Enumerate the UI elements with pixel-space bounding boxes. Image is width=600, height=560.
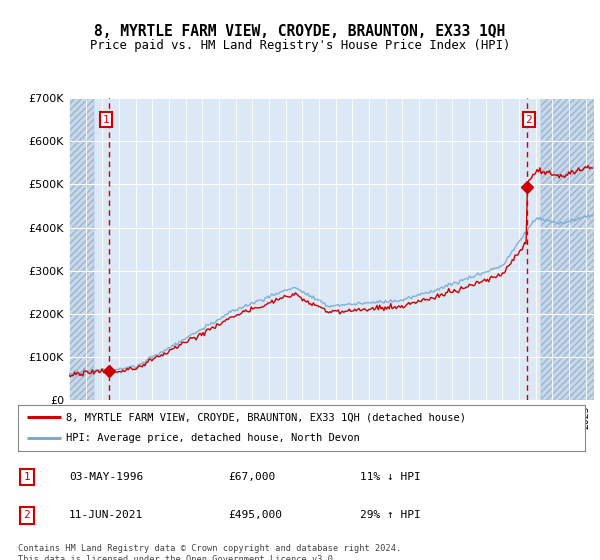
- Text: 8, MYRTLE FARM VIEW, CROYDE, BRAUNTON, EX33 1QH: 8, MYRTLE FARM VIEW, CROYDE, BRAUNTON, E…: [94, 24, 506, 39]
- Text: Contains HM Land Registry data © Crown copyright and database right 2024.
This d: Contains HM Land Registry data © Crown c…: [18, 544, 401, 560]
- Text: 11-JUN-2021: 11-JUN-2021: [69, 510, 143, 520]
- Bar: [69, 98, 94, 400]
- Text: Price paid vs. HM Land Registry's House Price Index (HPI): Price paid vs. HM Land Registry's House …: [90, 39, 510, 52]
- Text: 29% ↑ HPI: 29% ↑ HPI: [360, 510, 421, 520]
- Bar: [541, 98, 594, 400]
- Text: 1: 1: [103, 115, 109, 125]
- Text: 2: 2: [526, 115, 532, 125]
- Bar: [541, 98, 594, 400]
- Text: 11% ↓ HPI: 11% ↓ HPI: [360, 472, 421, 482]
- Text: HPI: Average price, detached house, North Devon: HPI: Average price, detached house, Nort…: [66, 433, 360, 444]
- Text: 03-MAY-1996: 03-MAY-1996: [69, 472, 143, 482]
- Text: £67,000: £67,000: [228, 472, 275, 482]
- Text: 2: 2: [23, 510, 31, 520]
- Text: £495,000: £495,000: [228, 510, 282, 520]
- Bar: [69, 98, 94, 400]
- Text: 1: 1: [23, 472, 31, 482]
- Text: 8, MYRTLE FARM VIEW, CROYDE, BRAUNTON, EX33 1QH (detached house): 8, MYRTLE FARM VIEW, CROYDE, BRAUNTON, E…: [66, 412, 466, 422]
